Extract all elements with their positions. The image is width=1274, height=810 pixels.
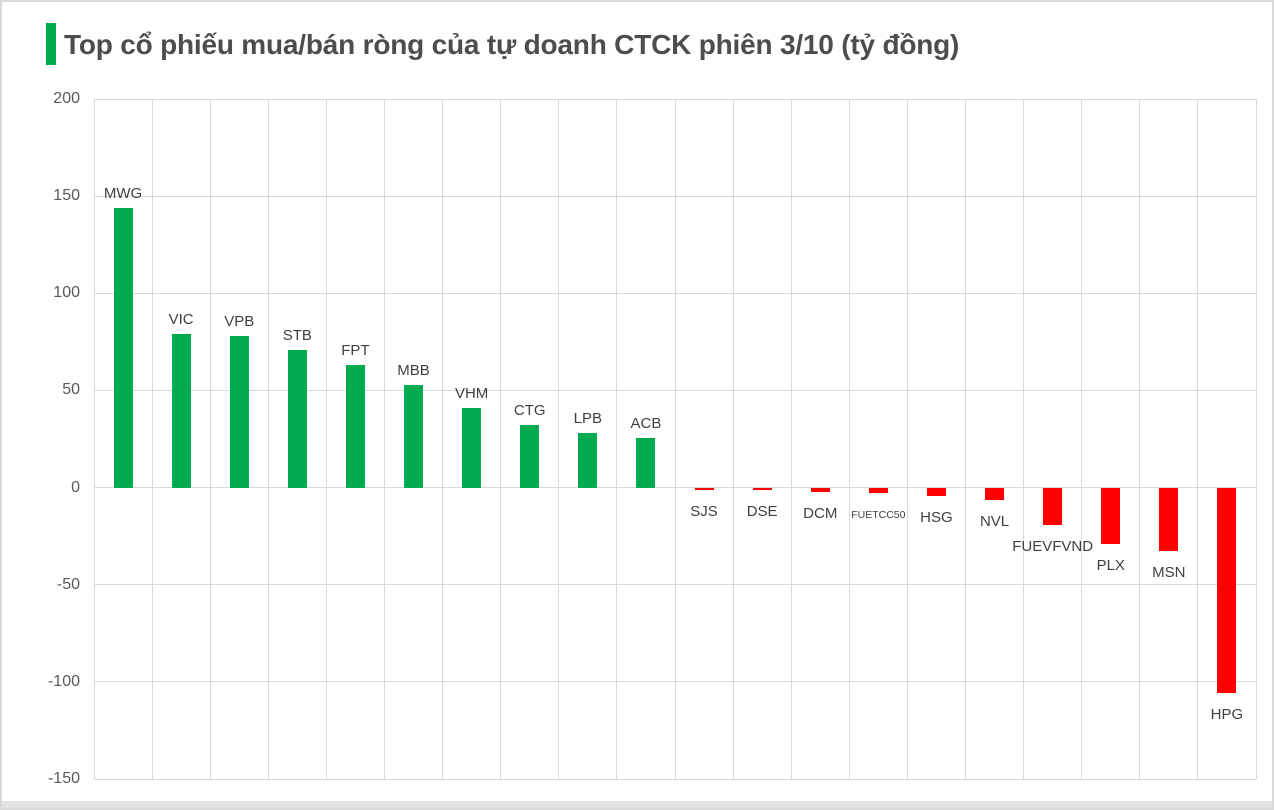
y-axis-tick-label: -100 [47,672,80,690]
gridline [1023,99,1025,779]
bar-label-DCM: DCM [803,504,838,522]
bar-label-NVL: NVL [979,513,1010,531]
y-axis-tick-label: -150 [47,770,80,787]
bar-HSG [926,487,946,496]
gridline [965,99,966,779]
bar-MWG [113,207,133,488]
y-axis-tick-label: 0 [71,478,80,496]
bar-label-SJS: SJS [690,502,718,520]
bar-label-CTG: CTG [513,402,546,420]
bar-label-PLX: PLX [1096,556,1125,574]
bar-label-DSE: DSE [746,502,778,520]
bar-STB [287,349,307,488]
gridline [500,99,502,779]
bar-label-STB: STB [282,326,312,344]
gridline [616,99,618,779]
gridline [1197,99,1199,779]
y-axis-tick-label: -50 [56,575,80,593]
bar-LPB [578,433,598,488]
gridline [558,99,560,779]
title-row: Top cổ phiếu mua/bán ròng của tự doanh C… [2,2,1272,72]
bar-FPT [345,365,365,488]
y-axis-tick-label: 200 [53,90,80,107]
bar-PLX [1101,487,1121,544]
bar-CTG [520,425,540,488]
bar-label-MSN: MSN [1152,563,1186,581]
bar-NVL [985,487,1005,501]
bar-label-VPB: VPB [224,313,255,331]
bar-label-VHM: VHM [454,384,489,402]
title-accent-bar [46,23,56,65]
bar-label-LPB: LPB [573,410,603,428]
bar-label-HPG: HPG [1210,705,1244,723]
bottom-edge-strip [2,801,1272,808]
gridline [93,99,95,779]
bar-HPG [1217,487,1237,693]
gridline [1081,99,1083,779]
gridline [848,99,850,779]
bar-FUETCC50 [868,487,888,494]
gridline [1139,99,1141,779]
gridline [732,99,734,779]
y-axis-tick-label: 150 [53,187,80,205]
bar-label-MWG: MWG [103,184,143,202]
gridline [674,99,676,779]
bar-label-ACB: ACB [630,415,662,433]
bar-label-HSG: HSG [920,508,953,526]
bar-FUEVFVND [1043,487,1063,526]
gridline [1255,99,1257,779]
gridline [209,99,211,779]
bar-label-VIC: VIC [168,311,194,329]
gridline [267,99,269,779]
gridline [906,99,908,779]
bar-ACB [636,438,656,488]
bar-MSN [1159,487,1179,551]
bar-label-FPT: FPT [341,342,370,360]
y-axis-tick-label: 100 [53,284,80,302]
bar-label-FUEVFVND: FUEVFVND [1012,538,1094,556]
bar-label-FUETCC50: FUETCC50 [851,509,906,522]
bar-VHM [462,407,482,488]
bar-VPB [229,336,249,488]
bar-DSE [752,487,772,490]
chart-title: Top cổ phiếu mua/bán ròng của tự doanh C… [64,29,960,60]
gridline [790,99,792,779]
bar-label-MBB: MBB [397,361,430,379]
y-axis-tick-label: 50 [62,381,80,399]
gridline [442,99,444,779]
bar-VIC [171,334,191,488]
gridline [384,99,385,779]
bar-MBB [404,384,424,488]
gridline [94,778,1256,780]
gridline [151,99,153,779]
bar-SJS [694,487,714,490]
gridline [325,99,327,779]
bar-DCM [810,487,830,492]
